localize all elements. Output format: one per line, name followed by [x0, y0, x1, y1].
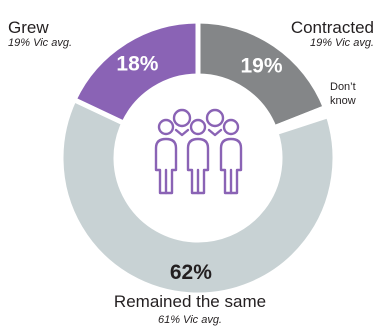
- label-remained: Remained the same 61% Vic avg.: [0, 292, 380, 327]
- label-contracted: Contracted 19% Vic avg.: [291, 18, 374, 50]
- label-dont-know: Don’t know: [330, 80, 356, 108]
- label-contracted-vic-avg: 19% Vic avg.: [309, 37, 374, 49]
- slice-grew: [70, 18, 201, 127]
- label-dont-know-line1: Don’t: [330, 81, 356, 93]
- slice-value-labels: 19% 62% 18%: [116, 53, 282, 284]
- value-contracted: 19%: [240, 55, 282, 78]
- slice-remained-the-same: [58, 96, 338, 298]
- label-grew: Grew 19% Vic avg.: [8, 18, 72, 50]
- value-grew: 18%: [116, 53, 158, 76]
- label-grew-name: Grew: [8, 18, 49, 37]
- label-dont-know-line2: know: [330, 95, 356, 107]
- label-remained-name: Remained the same: [113, 292, 267, 311]
- label-contracted-name: Contracted: [290, 18, 374, 37]
- group-of-people-icon: [154, 108, 243, 195]
- donut-slices: [58, 18, 338, 298]
- label-remained-vic-avg: 61% Vic avg.: [157, 314, 222, 326]
- value-remained-the-same: 62%: [170, 261, 212, 284]
- label-grew-vic-avg: 19% Vic avg.: [8, 37, 73, 49]
